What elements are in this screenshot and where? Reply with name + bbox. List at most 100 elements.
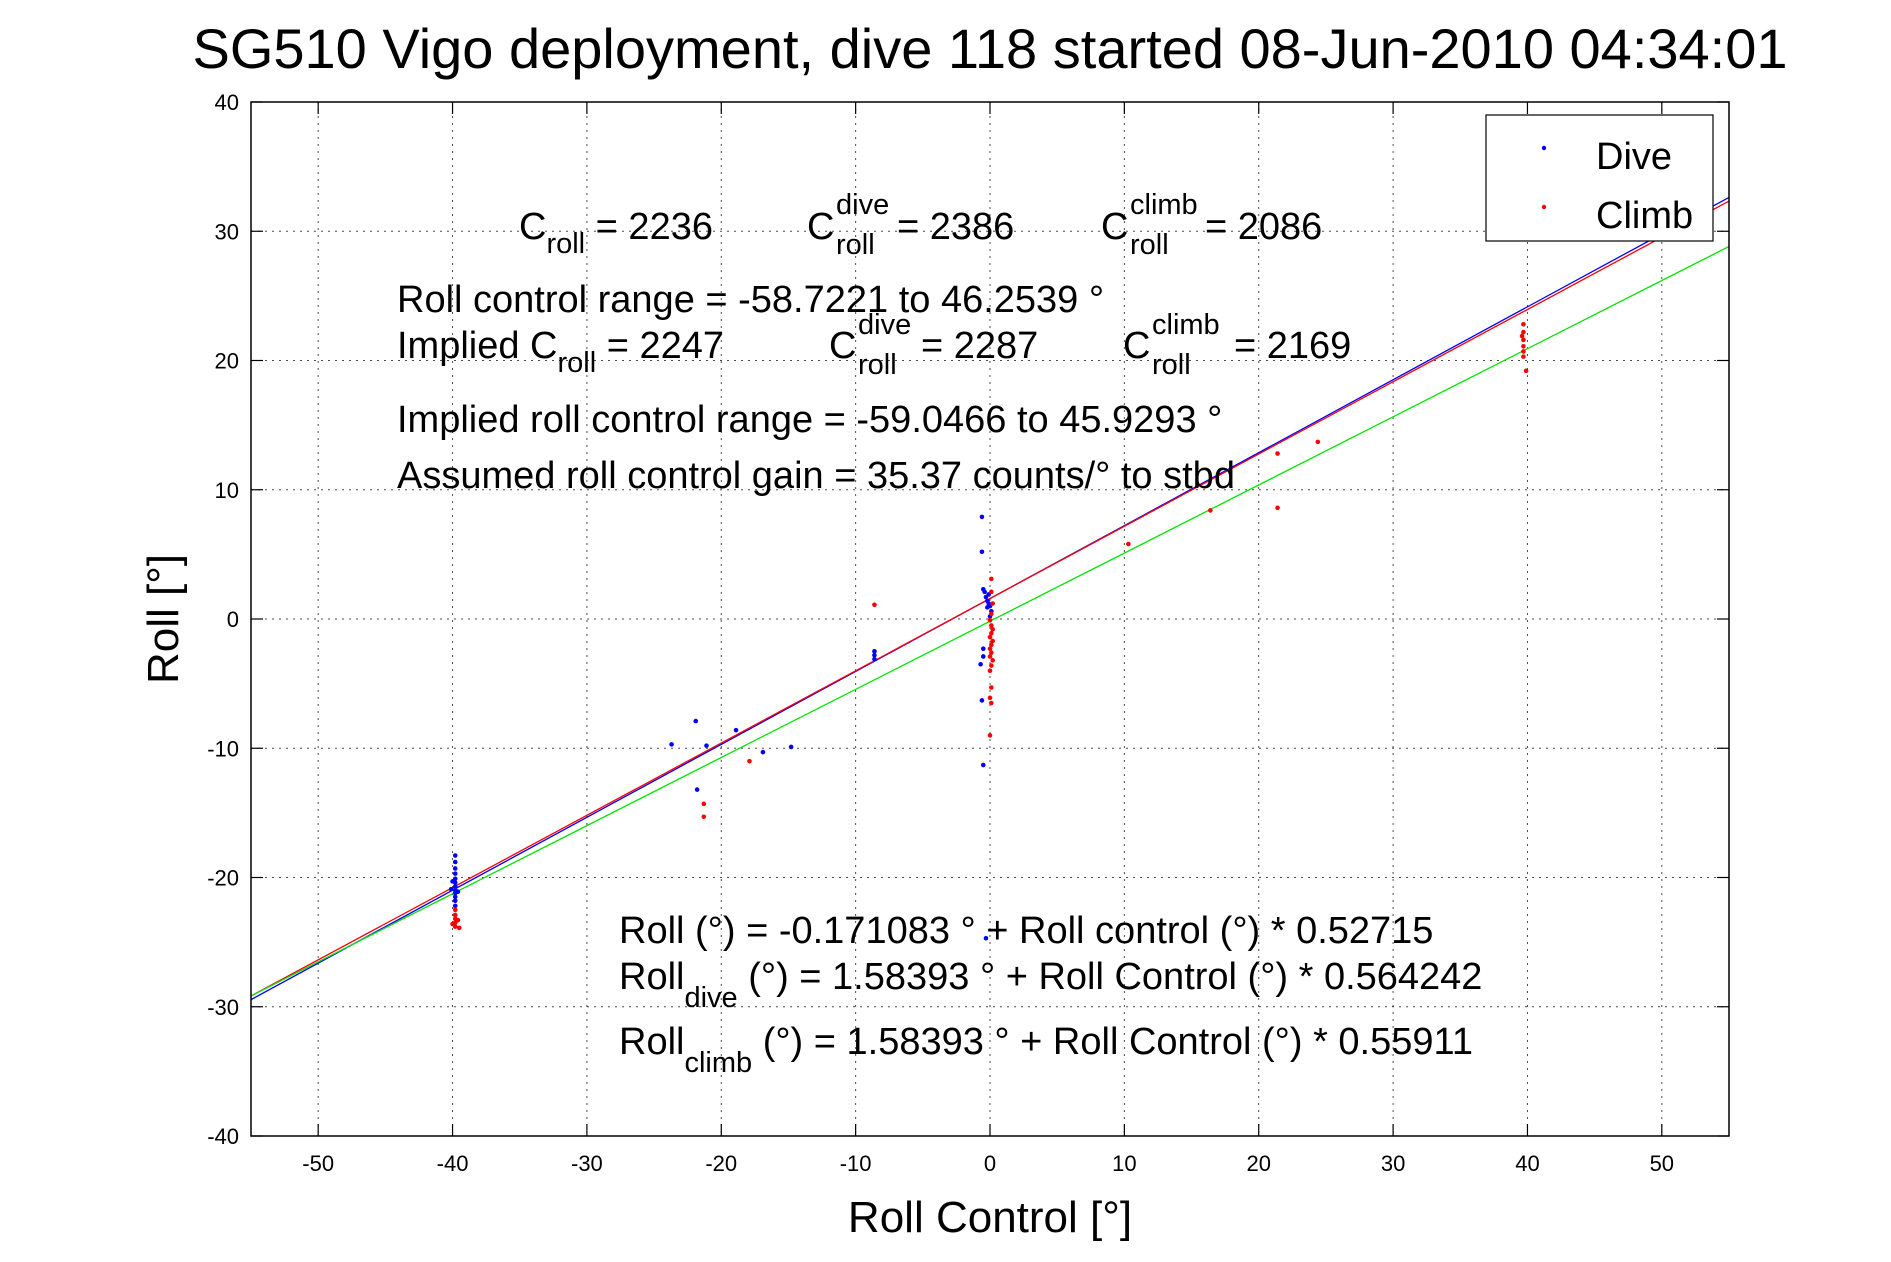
point-climb <box>701 801 707 807</box>
x-tick-label: -10 <box>840 1151 872 1176</box>
y-tick-label: -30 <box>207 995 239 1020</box>
point-dive <box>872 656 877 662</box>
point-dive <box>452 894 458 900</box>
c-roll-climb-sup: climb <box>1130 189 1198 221</box>
point-climb <box>989 642 994 648</box>
point-climb <box>1275 505 1280 511</box>
chart-title: SG510 Vigo deployment, dive 118 started … <box>192 17 1787 80</box>
legend-dive-marker <box>1541 145 1547 151</box>
point-climb <box>455 917 461 923</box>
x-tick-label: -30 <box>571 1151 603 1176</box>
point-dive <box>450 879 455 884</box>
point-climb <box>987 733 993 738</box>
x-tick-label: 20 <box>1246 1151 1270 1176</box>
legend-box <box>1485 114 1714 242</box>
point-climb <box>989 589 994 595</box>
x-tick-label: 0 <box>984 1151 996 1176</box>
point-climb <box>989 611 994 617</box>
y-tick-label: 20 <box>215 349 239 374</box>
y-axis-label: Roll [°] <box>139 554 188 684</box>
point-climb <box>1315 439 1321 445</box>
point-climb <box>872 602 877 608</box>
implied-c-roll-dive-value: = 2287 <box>921 325 1038 367</box>
point-climb <box>1521 337 1526 343</box>
c-roll-climb-value: = 2086 <box>1205 206 1322 248</box>
point-climb <box>989 663 994 668</box>
point-dive <box>448 886 454 892</box>
x-tick-label: -40 <box>437 1151 469 1176</box>
point-dive <box>452 884 458 889</box>
point-climb <box>456 925 462 931</box>
point-climb <box>1521 354 1526 359</box>
x-tick-label: -20 <box>705 1151 737 1176</box>
point-dive <box>872 652 877 658</box>
point-dive <box>452 866 458 871</box>
point-climb <box>452 907 458 913</box>
axis-ticks: -50 -40 -30 -20 -10 0 10 20 30 40 50 -40 -30 -20 -10 0 1… <box>207 90 1729 1176</box>
x-tick-label: -50 <box>302 1151 334 1176</box>
equation-climb: Rollclimb (°) = 1.58393 ° + Roll Control… <box>619 1021 1473 1079</box>
point-dive <box>788 744 794 750</box>
point-climb <box>987 634 993 640</box>
calibration-annotations: Croll = 2236 C dive roll = 2386 C climb … <box>397 189 1351 497</box>
x-tick-label: 10 <box>1112 1151 1136 1176</box>
point-dive <box>980 654 986 659</box>
point-climb <box>989 685 994 690</box>
point-dive <box>452 898 458 904</box>
c-roll-label: Croll = 2236 <box>519 206 713 260</box>
point-dive <box>983 935 989 941</box>
implied-c-roll-climb-sup: climb <box>1152 309 1220 341</box>
y-tick-label: -20 <box>207 866 239 891</box>
point-climb <box>452 912 458 918</box>
y-tick-label: 40 <box>215 90 239 115</box>
point-climb <box>989 630 994 636</box>
point-climb <box>1519 333 1525 339</box>
point-dive <box>760 749 766 755</box>
point-climb <box>1521 329 1526 335</box>
point-climb <box>987 654 993 659</box>
point-climb <box>989 650 994 655</box>
point-dive <box>979 514 985 520</box>
implied-c-roll-dive-label: C <box>829 325 856 367</box>
point-dive <box>980 762 986 768</box>
equation-all: Roll (°) = -0.171083 ° + Roll control (°… <box>619 910 1433 952</box>
x-tick-label: 50 <box>1650 1151 1674 1176</box>
x-axis-label: Roll Control [°] <box>848 1193 1132 1242</box>
c-roll-climb-sub: roll <box>1130 229 1169 261</box>
c-roll-climb-label: C <box>1101 206 1128 248</box>
fit-line-climb <box>250 200 1730 997</box>
point-dive <box>455 889 461 895</box>
point-climb <box>1521 322 1526 327</box>
y-tick-label: 30 <box>215 219 239 244</box>
y-tick-label: -40 <box>207 1124 239 1149</box>
point-dive <box>980 646 986 652</box>
fit-equations: Roll (°) = -0.171083 ° + Roll control (°… <box>619 910 1482 1079</box>
point-dive <box>733 727 739 733</box>
implied-c-roll-dive-sub: roll <box>858 349 897 381</box>
implied-c-roll-climb-value: = 2169 <box>1234 325 1351 367</box>
point-climb <box>1208 508 1213 513</box>
point-dive <box>452 859 458 865</box>
c-roll-dive-sub: roll <box>836 229 875 261</box>
point-dive <box>704 743 709 748</box>
point-climb <box>1275 451 1280 456</box>
c-roll-dive-label: C <box>807 206 834 248</box>
point-climb <box>990 638 995 644</box>
c-roll-dive-sup: dive <box>836 189 889 221</box>
implied-c-roll-dive-sup: dive <box>858 309 911 341</box>
data-points <box>448 322 1529 941</box>
legend-climb-label: Climb <box>1596 195 1693 237</box>
point-dive <box>452 903 458 909</box>
implied-c-roll-label: Implied Croll = 2247 <box>397 325 724 379</box>
point-climb <box>989 576 994 582</box>
point-dive <box>452 871 458 876</box>
roll-control-gain-line: Assumed roll control gain = 35.37 counts… <box>397 455 1235 497</box>
point-dive <box>978 661 983 667</box>
point-climb <box>990 627 995 632</box>
point-dive <box>452 853 458 858</box>
equation-dive: Rolldive (°) = 1.58393 ° + Roll Control … <box>619 956 1482 1014</box>
point-dive <box>985 605 990 610</box>
implied-c-roll-climb-sub: roll <box>1152 349 1191 381</box>
point-climb <box>990 601 995 606</box>
